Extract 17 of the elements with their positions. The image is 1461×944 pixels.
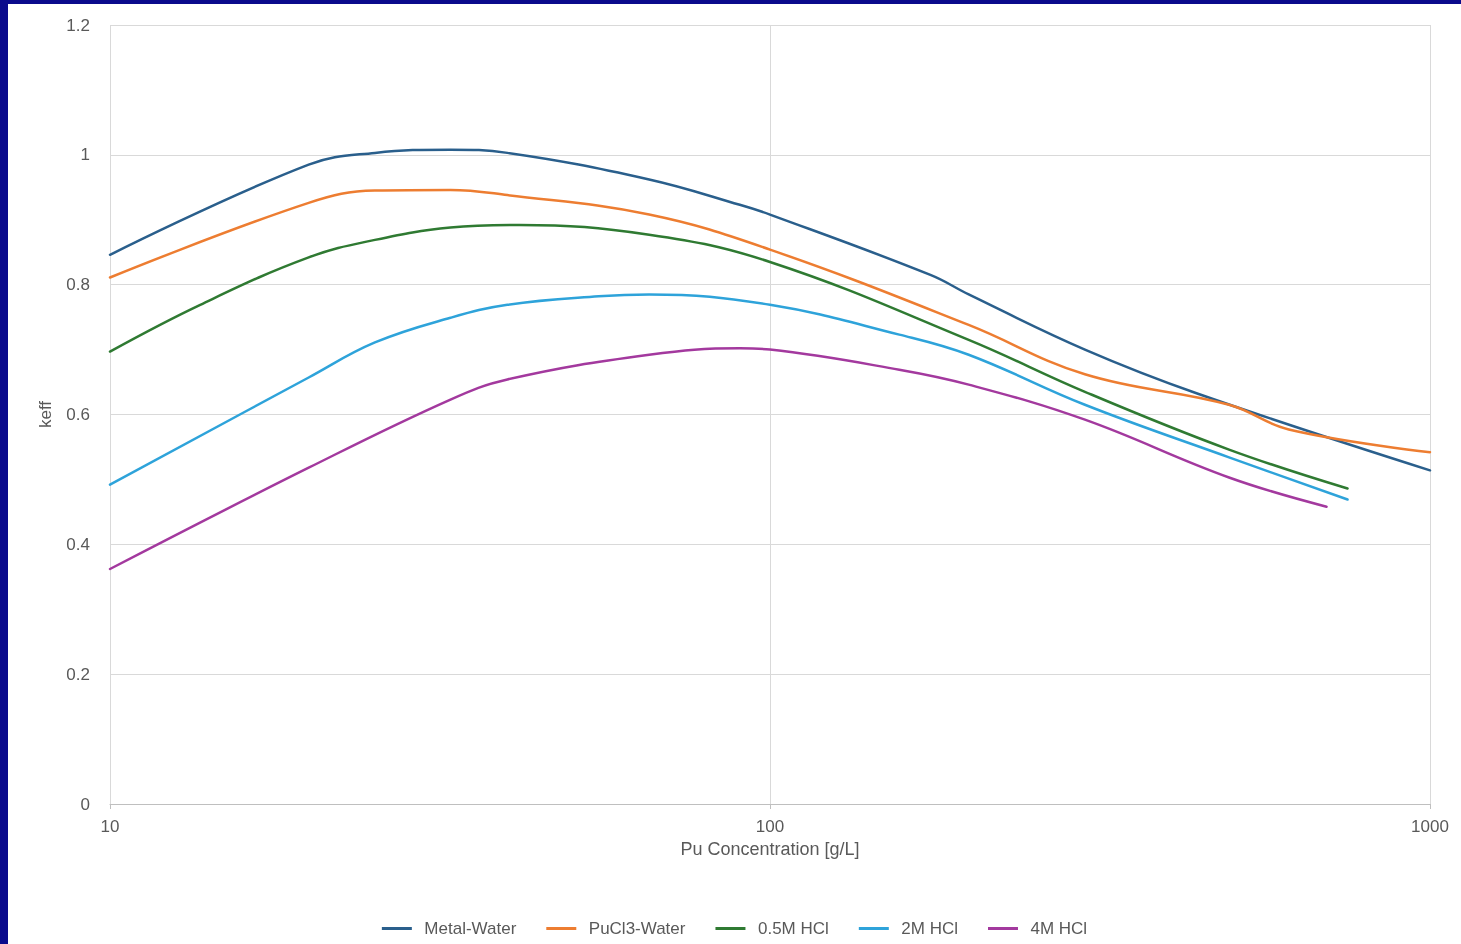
legend-label: PuCl3-Water [588,919,686,938]
legend-label: 4M HCl [1030,919,1088,938]
y-tick-label: 0.8 [66,275,90,295]
y-tick-label: 1.2 [66,15,90,35]
x-tick-label: 1000 [1411,817,1449,836]
y-axis-title: keff [36,400,55,429]
legend-label: Metal-Water [424,919,517,938]
legend-label: 2M HCl [901,919,958,938]
x-tick-label: 100 [755,817,785,836]
x-tick-label: 10 [100,817,120,836]
y-tick-label: 0 [80,794,90,814]
y-tick-label: 0.6 [66,405,90,424]
y-tick-label: 0.4 [66,534,90,554]
x-axis-title: Pu Concentration [g/L] [680,839,860,859]
legend-label: 0.5M HCl [757,919,829,938]
y-tick-label: 0.2 [66,664,90,684]
y-tick-label: 1 [80,145,90,165]
